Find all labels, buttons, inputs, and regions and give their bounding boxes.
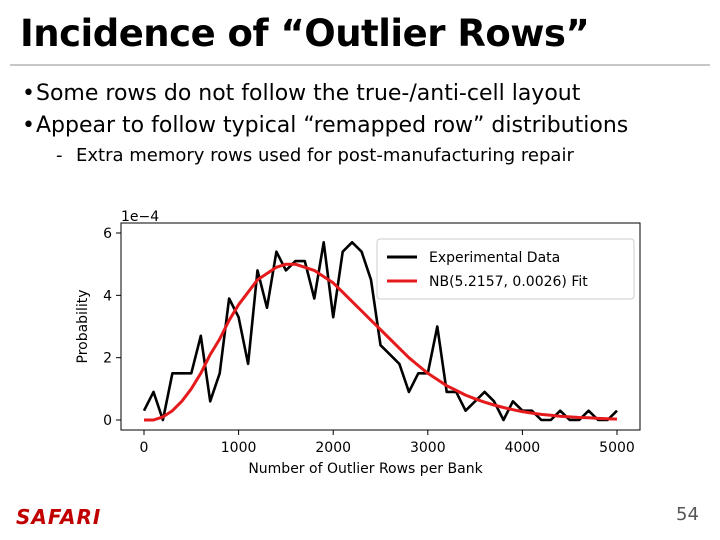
plot-frame	[120, 222, 641, 431]
probability-chart: 0 2 4 6 0 1000 2000 3000 4000 5000 1e−4 Number of O…	[75, 209, 641, 477]
x-axis-label: Number of Outlier Rows per Bank	[248, 461, 483, 477]
slide-title: Incidence of “Outlier Rows”	[20, 12, 590, 55]
bullet-dot-icon: •	[22, 113, 35, 138]
x-tick-label: 3000	[410, 440, 446, 456]
y-tick-label: 4	[103, 288, 112, 304]
bullet-list: •Some rows do not follow the true-/anti-…	[22, 78, 628, 170]
legend-label: Experimental Data	[429, 250, 560, 266]
sub-bullet-item-1: - Extra memory rows used for post-manufac…	[56, 142, 628, 170]
nb-fit-line	[144, 262, 618, 422]
legend-box	[376, 238, 635, 300]
bullet-text: Appear to follow typical “remapped row” …	[36, 113, 629, 138]
y-scale-label: 1e−4	[121, 209, 159, 225]
y-tick-label: 6	[103, 226, 112, 242]
y-tick-label: 2	[103, 351, 112, 367]
x-tick-label: 0	[140, 440, 149, 456]
y-tick-label: 0	[103, 413, 112, 429]
dash-icon: -	[56, 145, 63, 166]
experimental-data-line	[142, 240, 618, 422]
x-tick-label: 5000	[599, 440, 635, 456]
x-tick-label: 1000	[221, 440, 257, 456]
x-tick-label: 4000	[505, 440, 541, 456]
page-number: 54	[676, 504, 699, 525]
legend-label: NB(5.2157, 0.0026) Fit	[429, 274, 588, 290]
title-divider	[10, 64, 710, 66]
bullet-text: Some rows do not follow the true-/anti-c…	[36, 81, 581, 106]
safari-logo: SAFARI	[16, 505, 102, 529]
bullet-item-1: •Some rows do not follow the true-/anti-…	[22, 78, 628, 110]
x-tick-label: 2000	[315, 440, 351, 456]
y-axis-label: Probability	[75, 289, 91, 363]
bullet-dot-icon: •	[22, 81, 35, 106]
sub-bullet-text: Extra memory rows used for post-manufact…	[76, 145, 574, 166]
bullet-item-2: •Appear to follow typical “remapped row”…	[22, 110, 628, 142]
